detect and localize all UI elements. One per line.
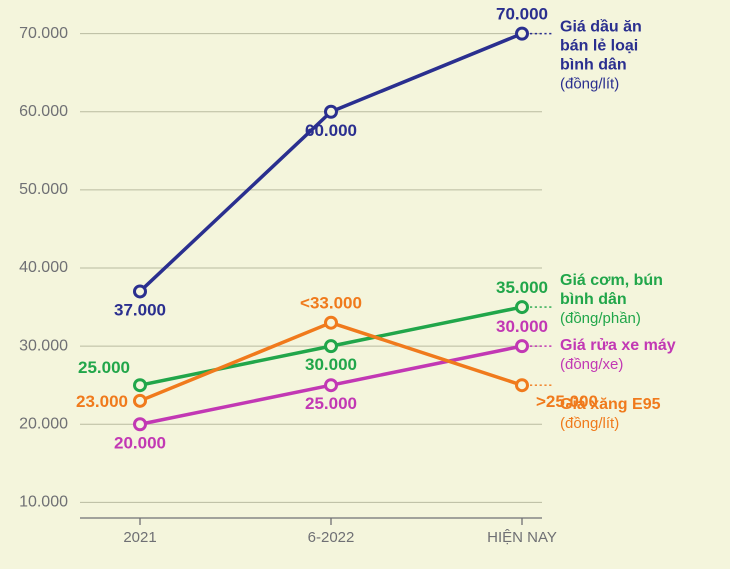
series-point-gas [135,395,146,406]
legend-title-food: bình dân [560,291,627,308]
legend-unit-food: (đồng/phần) [560,310,641,327]
data-label-wash: 30.000 [496,317,548,336]
data-label-food: 30.000 [305,355,357,374]
series-point-food [326,341,337,352]
legend-unit-oil: (đồng/lít) [560,76,619,93]
data-label-gas: 23.000 [76,392,128,411]
y-tick-label: 30.000 [19,337,68,354]
chart-svg: 10.000 20.000 30.000 40.000 50.000 60.000 70.0… [0,0,730,569]
y-tick-label: 20.000 [19,415,68,432]
data-label-gas: <33.000 [300,294,362,313]
price-line-chart: 10.000 20.000 30.000 40.000 50.000 60.000 70.0… [0,0,730,569]
x-tick-label: HIỆN NAY [487,529,557,546]
x-tick-label: 2021 [123,529,156,546]
legend-unit-wash: (đồng/xe) [560,356,623,373]
data-label-food: 25.000 [78,358,130,377]
series-point-gas [517,380,528,391]
y-tick-label: 70.000 [19,25,68,42]
series-line-oil [140,34,522,292]
legend-title-oil: bán lẻ loại [560,38,638,55]
series-point-wash [135,419,146,430]
y-tick-label: 50.000 [19,181,68,198]
legend-title-oil: bình dân [560,57,627,74]
data-label-food: 35.000 [496,278,548,297]
data-label-oil: 37.000 [114,300,166,319]
legend-unit-gas: (đồng/lít) [560,415,619,432]
y-tick-label: 60.000 [19,103,68,120]
legend-title-gas: Giá xăng E95 [560,396,661,413]
data-label-oil: 60.000 [305,121,357,140]
legend-title-oil: Giá dầu ăn [560,19,642,36]
y-tick-label: 40.000 [19,259,68,276]
series-point-food [517,302,528,313]
series-point-food [135,380,146,391]
series-point-oil [517,28,528,39]
data-label-wash: 25.000 [305,394,357,413]
data-label-wash: 20.000 [114,433,166,452]
x-tick-label: 6-2022 [308,529,355,546]
y-tick-label: 10.000 [19,494,68,511]
data-label-oil: 70.000 [496,5,548,24]
legend-title-food: Giá cơm, bún [560,272,663,289]
legend-title-wash: Giá rửa xe máy [560,337,676,354]
series-point-gas [326,317,337,328]
series-point-wash [517,341,528,352]
series-point-oil [135,286,146,297]
series-point-wash [326,380,337,391]
series-point-oil [326,106,337,117]
